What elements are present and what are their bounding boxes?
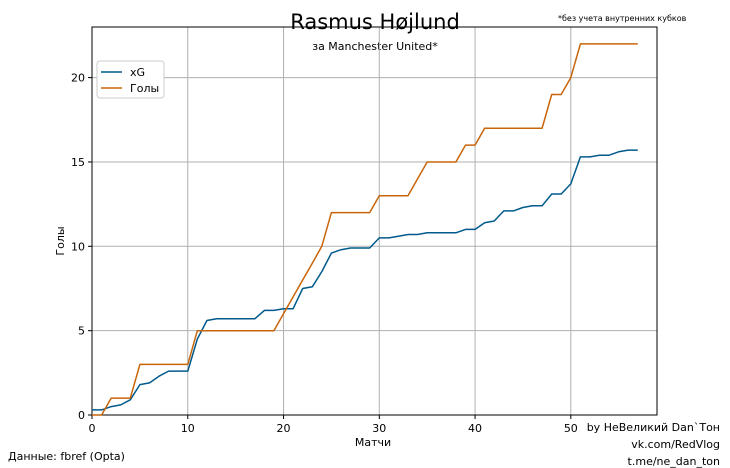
series-line-xg: [92, 149, 638, 411]
footnote: *без учета внутренних кубков: [558, 14, 687, 23]
x-tick-label: 20: [277, 422, 291, 435]
legend-label-xg: xG: [130, 66, 145, 79]
credit-author: by НеВеликий Dan`Тон: [586, 421, 720, 434]
series-line-goals: [92, 43, 638, 416]
credit-vk: vk.com/RedVlog: [631, 438, 720, 451]
data-source: Данные: fbref (Opta): [8, 450, 125, 463]
series-lines: [92, 43, 638, 416]
x-tick-label: 30: [372, 422, 386, 435]
grid: [91, 27, 657, 416]
y-tick-label: 5: [78, 325, 85, 338]
axis-ticks: 0 10 20 30 40 50 0 5 10 15 20: [71, 72, 578, 435]
y-tick-label: 20: [71, 72, 85, 85]
credit-telegram: t.me/ne_dan_ton: [627, 455, 720, 468]
y-tick-label: 15: [71, 156, 85, 169]
y-axis-label: Голы: [54, 226, 67, 255]
legend-label-goals: Голы: [130, 82, 159, 95]
x-tick-label: 50: [564, 422, 578, 435]
legend: xG Голы: [96, 60, 165, 99]
x-tick-label: 40: [468, 422, 482, 435]
y-tick-label: 0: [78, 409, 85, 422]
x-tick-label: 10: [181, 422, 195, 435]
x-tick-label: 0: [89, 422, 96, 435]
x-axis-label: Матчи: [355, 436, 391, 449]
chart-subtitle: за Manchester United*: [312, 40, 438, 53]
chart-title: Rasmus Højlund: [290, 10, 460, 34]
y-tick-label: 10: [71, 240, 85, 253]
plot-frame: [91, 26, 658, 416]
